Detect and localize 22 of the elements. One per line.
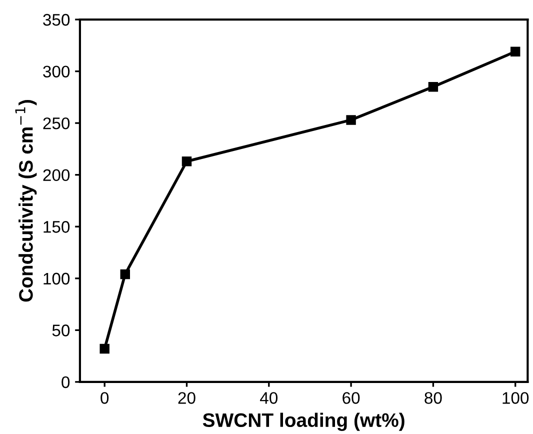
x-tick-label: 80 <box>424 392 442 404</box>
y-tick-label: 200 <box>43 169 70 182</box>
y-axis-title: Condcutivity (S cm$^{−1}$) <box>15 100 37 302</box>
point <box>510 46 520 56</box>
y-tick-label: 250 <box>43 117 70 130</box>
point <box>120 269 130 280</box>
point <box>428 82 438 92</box>
x-tick-label: 60 <box>342 392 360 404</box>
y-tick-label: 300 <box>43 66 70 78</box>
point <box>100 344 110 354</box>
y-tick-label: 100 <box>44 272 70 285</box>
x-tick-label: 0 <box>100 392 109 404</box>
y-tick-label: 350 <box>43 14 70 26</box>
x-tick-label: 20 <box>178 392 196 404</box>
y-tick-label: 50 <box>52 324 70 336</box>
x-axis-title: SWCNT loading (wt%) <box>202 412 404 431</box>
y-tick-label: 0 <box>62 376 70 388</box>
x-tick-label: 100 <box>502 392 529 404</box>
point <box>182 156 192 166</box>
x-tick-label: 40 <box>260 392 278 404</box>
point <box>346 115 356 125</box>
y-tick-label: 150 <box>44 221 70 233</box>
